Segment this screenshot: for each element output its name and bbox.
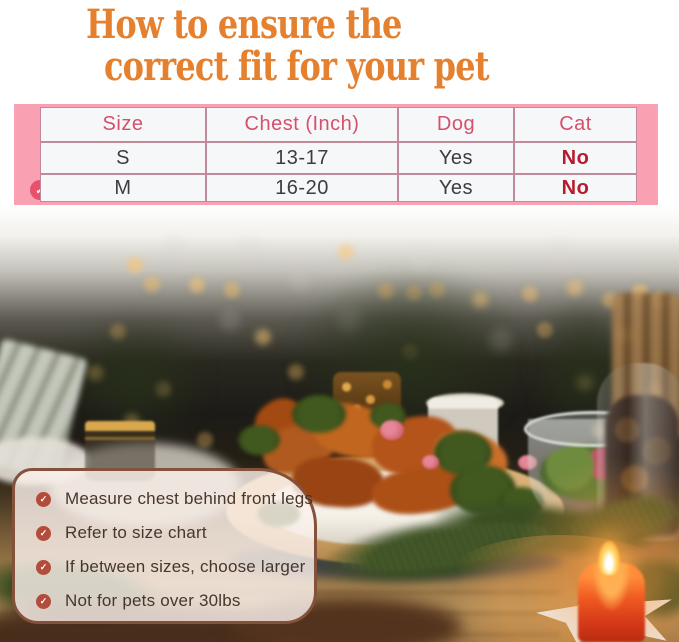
list-item: ✓ If between sizes, choose larger <box>15 550 314 584</box>
column-header-dog: Dog <box>399 108 513 141</box>
table-cell-cat-s: No <box>515 143 636 173</box>
table-cell-size-m: M <box>41 175 205 201</box>
radish-garnish <box>422 455 439 469</box>
red-candle <box>578 563 645 642</box>
bokeh-lights-soft <box>0 205 10 215</box>
table-cell-dog-s: Yes <box>399 143 513 173</box>
table-cell-cat-m: No <box>515 175 636 201</box>
column-header-chest: Chest (Inch) <box>207 108 397 141</box>
list-item: ✓ Not for pets over 30lbs <box>15 584 314 618</box>
fit-tips-panel: ✓ Measure chest behind front legs ✓ Refe… <box>12 468 317 624</box>
table-cell-chest-m: 16-20 <box>207 175 397 201</box>
tip-text: Not for pets over 30lbs <box>65 591 241 610</box>
table-cell-size-s: S <box>41 143 205 173</box>
list-item: ✓ Measure chest behind front legs <box>15 482 314 516</box>
list-item: ✓ Refer to size chart <box>15 516 314 550</box>
size-chart-grid: Size Chest (Inch) Dog Cat S 13-17 Yes No… <box>40 107 637 202</box>
check-icon: ✓ <box>36 525 51 541</box>
tip-text: Measure chest behind front legs <box>65 489 314 508</box>
table-cell-dog-m: Yes <box>399 175 513 201</box>
check-icon: ✓ <box>36 559 51 575</box>
check-icon: ✓ <box>36 593 51 609</box>
page-title-line-1: How to ensure the <box>86 1 402 48</box>
parsley-garnish <box>238 425 280 455</box>
check-icon: ✓ <box>36 491 51 507</box>
candle-flame <box>598 541 620 575</box>
size-chart-table: ✓ Size Chest (Inch) Dog Cat S 13-17 Yes … <box>14 104 658 205</box>
page-title-line-2: correct fit for your pet <box>104 43 490 90</box>
table-cell-chest-s: 13-17 <box>207 143 397 173</box>
parsley-garnish <box>292 395 346 433</box>
column-header-size: Size <box>41 108 205 141</box>
tip-text: If between sizes, choose larger <box>65 557 306 576</box>
radish-garnish <box>380 420 404 440</box>
tip-text: Refer to size chart <box>65 523 207 542</box>
column-header-cat: Cat <box>515 108 636 141</box>
